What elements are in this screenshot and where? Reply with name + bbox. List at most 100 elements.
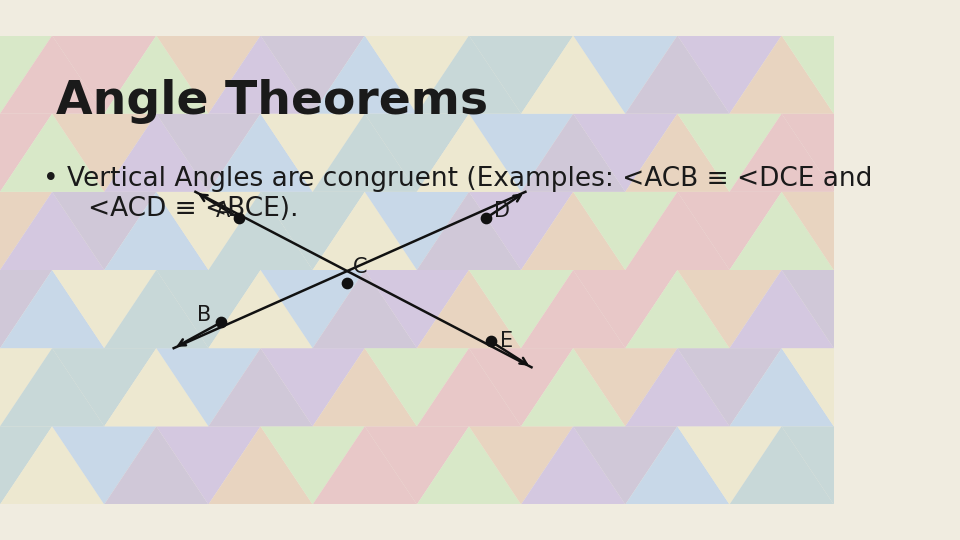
Polygon shape <box>521 114 625 192</box>
Polygon shape <box>0 348 52 426</box>
Polygon shape <box>573 114 678 192</box>
Polygon shape <box>0 36 105 114</box>
Polygon shape <box>208 36 313 114</box>
Polygon shape <box>781 270 886 348</box>
Polygon shape <box>52 36 156 114</box>
Polygon shape <box>625 348 730 426</box>
Polygon shape <box>573 504 678 540</box>
Polygon shape <box>417 0 521 36</box>
Polygon shape <box>833 114 938 192</box>
Polygon shape <box>313 270 417 348</box>
Polygon shape <box>0 504 52 540</box>
Polygon shape <box>417 36 521 114</box>
Polygon shape <box>417 348 521 426</box>
Polygon shape <box>573 426 678 504</box>
Polygon shape <box>678 426 781 504</box>
Polygon shape <box>313 192 417 270</box>
Polygon shape <box>938 114 960 192</box>
Polygon shape <box>0 114 52 192</box>
Polygon shape <box>0 270 105 348</box>
Polygon shape <box>678 0 781 36</box>
Polygon shape <box>105 270 208 348</box>
Polygon shape <box>156 348 260 426</box>
Polygon shape <box>573 36 678 114</box>
Polygon shape <box>469 192 573 270</box>
Polygon shape <box>105 114 208 192</box>
Polygon shape <box>938 426 960 504</box>
Polygon shape <box>625 192 730 270</box>
Polygon shape <box>365 114 469 192</box>
Polygon shape <box>156 36 260 114</box>
Polygon shape <box>625 504 730 540</box>
Polygon shape <box>833 504 938 540</box>
Polygon shape <box>417 270 521 348</box>
Polygon shape <box>781 426 886 504</box>
Polygon shape <box>781 192 886 270</box>
Polygon shape <box>365 426 469 504</box>
Text: C: C <box>353 258 368 278</box>
Polygon shape <box>260 36 365 114</box>
Polygon shape <box>365 36 469 114</box>
Polygon shape <box>105 0 208 36</box>
Polygon shape <box>625 36 730 114</box>
Polygon shape <box>208 348 313 426</box>
Polygon shape <box>260 426 365 504</box>
Polygon shape <box>678 270 781 348</box>
Polygon shape <box>781 36 886 114</box>
Polygon shape <box>208 504 313 540</box>
Polygon shape <box>521 270 625 348</box>
Polygon shape <box>469 114 573 192</box>
Polygon shape <box>105 192 208 270</box>
Point <box>231 214 247 222</box>
Polygon shape <box>938 0 960 36</box>
Polygon shape <box>469 348 573 426</box>
Text: B: B <box>197 305 211 325</box>
Text: Angle Theorems: Angle Theorems <box>57 79 489 124</box>
Polygon shape <box>52 426 156 504</box>
Polygon shape <box>678 504 781 540</box>
Polygon shape <box>781 0 886 36</box>
Polygon shape <box>833 426 938 504</box>
Polygon shape <box>0 192 52 270</box>
Polygon shape <box>313 348 417 426</box>
Polygon shape <box>886 192 960 270</box>
Text: • Vertical Angles are congruent (Examples: <ACB ≡ <DCE and: • Vertical Angles are congruent (Example… <box>43 166 873 192</box>
Polygon shape <box>938 504 960 540</box>
Polygon shape <box>730 348 833 426</box>
Polygon shape <box>469 0 573 36</box>
Polygon shape <box>156 270 260 348</box>
Polygon shape <box>521 0 625 36</box>
Polygon shape <box>625 0 730 36</box>
Polygon shape <box>417 426 521 504</box>
Polygon shape <box>573 0 678 36</box>
Polygon shape <box>833 192 938 270</box>
Polygon shape <box>313 36 417 114</box>
Polygon shape <box>730 114 833 192</box>
Polygon shape <box>469 504 573 540</box>
Polygon shape <box>886 348 960 426</box>
Polygon shape <box>260 348 365 426</box>
Polygon shape <box>417 504 521 540</box>
Polygon shape <box>938 348 960 426</box>
Polygon shape <box>0 192 105 270</box>
Polygon shape <box>521 192 625 270</box>
Polygon shape <box>417 192 521 270</box>
Polygon shape <box>313 504 417 540</box>
Polygon shape <box>625 114 730 192</box>
Polygon shape <box>260 114 365 192</box>
Polygon shape <box>678 192 781 270</box>
Polygon shape <box>573 348 678 426</box>
Polygon shape <box>156 192 260 270</box>
Polygon shape <box>0 270 52 348</box>
Polygon shape <box>260 270 365 348</box>
Polygon shape <box>469 270 573 348</box>
Polygon shape <box>313 0 417 36</box>
Polygon shape <box>886 426 960 504</box>
Polygon shape <box>208 192 313 270</box>
Polygon shape <box>365 192 469 270</box>
Polygon shape <box>365 270 469 348</box>
Polygon shape <box>521 348 625 426</box>
Polygon shape <box>52 0 156 36</box>
Text: A: A <box>216 201 230 221</box>
Polygon shape <box>938 36 960 114</box>
